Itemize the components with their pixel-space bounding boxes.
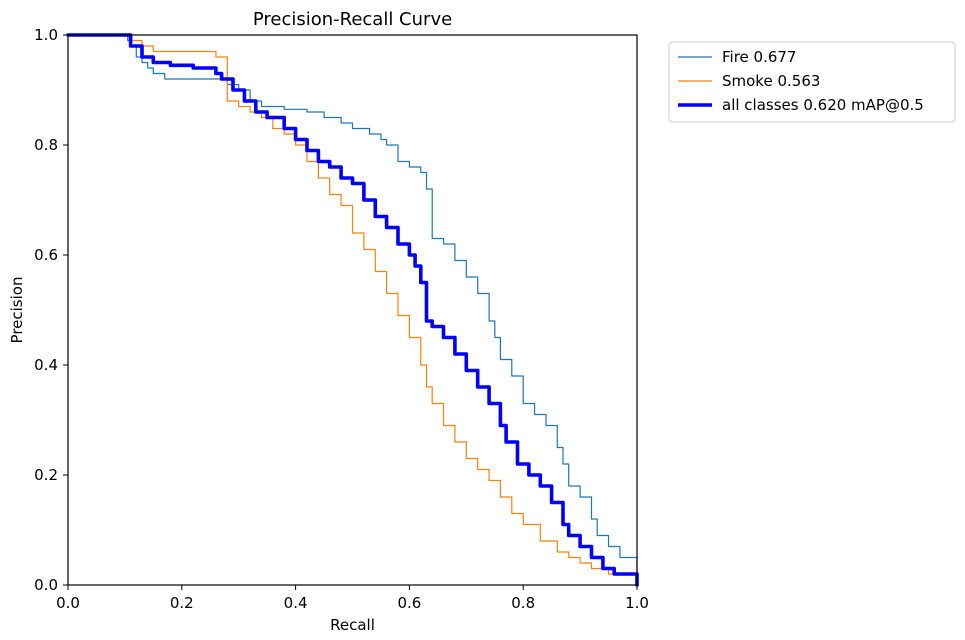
legend-label-1: Fire 0.677: [722, 48, 796, 66]
y-tick-label: 0.0: [34, 576, 58, 594]
y-tick-label: 1.0: [34, 26, 58, 44]
series-line-1: [67, 34, 638, 586]
x-axis: 0.0 0.2 0.4 0.6 0.8 1.0: [56, 585, 649, 612]
x-tick-label: 0.0: [56, 594, 80, 612]
y-tick-label: 0.6: [34, 246, 58, 264]
legend: Fire 0.677 Smoke 0.563 all classes 0.620 m…: [668, 41, 956, 123]
chart-title: Precision-Recall Curve: [253, 9, 452, 30]
plot-border: [67, 34, 638, 586]
x-tick-label: 1.0: [625, 594, 649, 612]
x-tick-label: 0.8: [511, 594, 535, 612]
x-tick-label: 0.2: [170, 594, 194, 612]
legend-label-3: all classes 0.620 mAP@0.5: [722, 96, 924, 114]
series-line-2: [67, 34, 638, 586]
legend-box: [668, 41, 956, 123]
x-tick-label: 0.6: [397, 594, 421, 612]
y-tick-label: 0.2: [34, 466, 58, 484]
y-tick-label: 0.8: [34, 136, 58, 154]
legend-items: Fire 0.677 Smoke 0.563 all classes 0.620 m…: [678, 48, 924, 114]
x-axis-title: Recall: [330, 616, 375, 634]
y-axis: 0.0 0.2 0.4 0.6 0.8 1.0: [34, 26, 68, 594]
y-axis-title: Precision: [8, 277, 26, 344]
y-tick-label: 0.4: [34, 356, 58, 374]
x-tick-label: 0.4: [284, 594, 308, 612]
series-line-3: [66, 33, 639, 587]
plot-area: [66, 33, 639, 587]
legend-label-2: Smoke 0.563: [722, 72, 820, 90]
series-layer: [66, 33, 639, 587]
